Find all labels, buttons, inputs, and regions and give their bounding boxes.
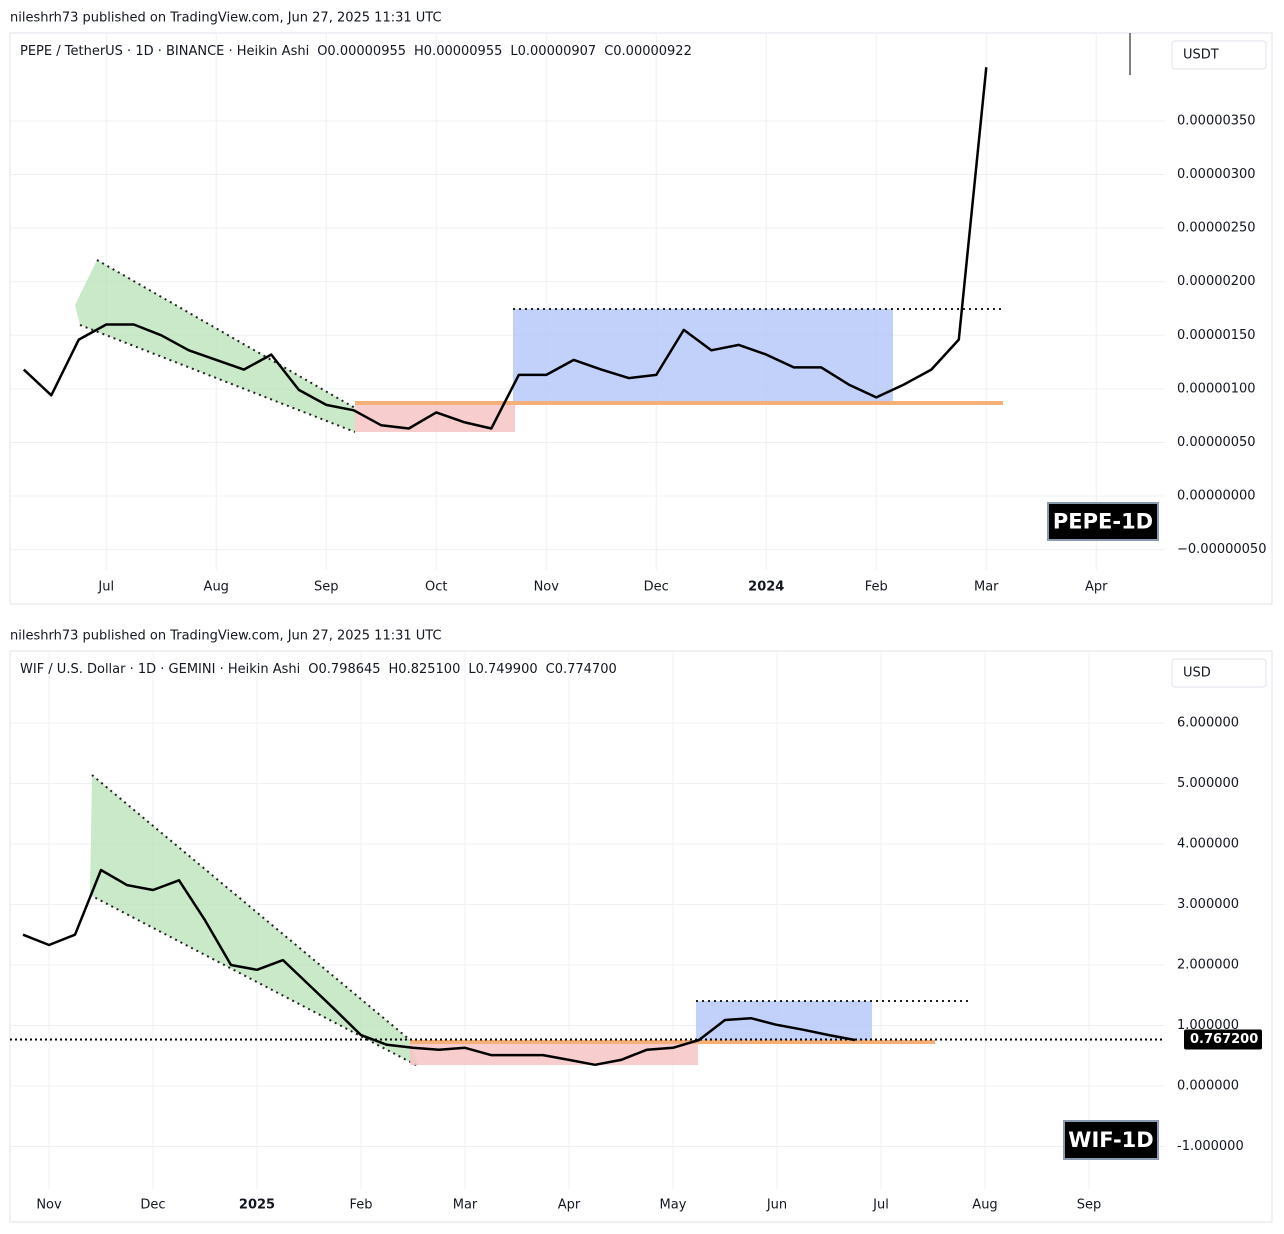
ohlc-value: C0.00000922 [604,44,692,59]
y-tick-label: 5.000000 [1177,776,1239,791]
symbol-header: WIF / U.S. Dollar · 1D · GEMINI · Heikin… [20,662,617,677]
x-tick-label: Nov [36,1198,62,1213]
y-tick-label: 0.00000100 [1177,381,1256,396]
ohlc-value: C0.774700 [546,662,617,677]
y-tick-label: 6.000000 [1177,715,1239,730]
panel-frame [9,32,1273,605]
chart-badge-label: WIF-1D [1068,1128,1153,1152]
wedge-line [96,259,356,409]
x-tick-label: 2025 [239,1198,275,1213]
falling-wedge [90,775,418,1066]
x-tick-label: 2024 [748,580,784,595]
currency: USD [1183,666,1211,681]
x-tick-label: Dec [140,1198,165,1213]
price-badge [1184,1029,1262,1050]
x-tick-label: Apr [1085,580,1108,595]
published-note: nileshrh73 published on TradingView.com,… [10,11,442,26]
currency-box [1171,40,1267,70]
y-tick-label: 4.000000 [1177,836,1239,851]
symbol-header: PEPE / TetherUS · 1D · BINANCE · Heikin … [20,44,692,59]
y-tick-label: 0.00000050 [1177,435,1256,450]
x-tick-label: May [660,1198,687,1213]
y-tick-label: 1.000000 [1177,1018,1239,1033]
chart-badge [1047,502,1159,541]
chart-badge-label: PEPE-1D [1053,510,1153,534]
x-tick-label: Jun [766,1198,787,1213]
y-tick-label: 0.00000150 [1177,328,1256,343]
currency: USDT [1183,48,1219,63]
ohlc-value: L0.749900 [468,662,537,677]
x-tick-label: Oct [425,580,447,595]
falling-wedge [75,260,355,432]
y-tick-label: −0.00000050 [1177,542,1266,557]
ohlc-value: H0.00000955 [414,44,502,59]
ohlc-value: L0.00000907 [510,44,596,59]
ohlc-value: O0.798645 [308,662,380,677]
y-tick-label: 0.00000250 [1177,221,1256,236]
wedge-line [79,324,356,433]
panel-frame [9,650,1273,1223]
y-tick-label: 2.000000 [1177,957,1239,972]
x-tick-label: Jul [97,580,114,595]
x-tick-label: Jul [872,1198,889,1213]
symbol: PEPE / TetherUS · 1D · BINANCE · Heikin … [20,44,309,59]
y-tick-label: 0.00000300 [1177,167,1256,182]
chart-badge [1063,1120,1159,1160]
y-tick-label: -1.000000 [1177,1139,1244,1154]
accumulation-zone [410,1040,698,1065]
y-tick-label: 0.000000 [1177,1078,1239,1093]
x-tick-label: Nov [534,580,560,595]
wedge-line [89,894,419,1067]
ohlc-value: O0.00000955 [317,44,406,59]
x-tick-label: Feb [865,580,888,595]
x-tick-label: Mar [453,1198,478,1213]
y-tick-label: 0.00000200 [1177,274,1256,289]
x-tick-label: Apr [558,1198,581,1213]
x-tick-label: Aug [972,1198,997,1213]
x-tick-label: Aug [204,580,229,595]
price-line-series [22,67,988,430]
y-tick-label: 0.00000000 [1177,489,1256,504]
y-tick-label: 3.000000 [1177,897,1239,912]
y-tick-label: 0.00000350 [1177,113,1256,128]
range-zone [513,309,893,403]
price-line-series [22,868,856,1067]
x-tick-label: Sep [1077,1198,1102,1213]
x-tick-label: Mar [974,580,999,595]
x-tick-label: Feb [349,1198,372,1213]
x-tick-label: Sep [314,580,339,595]
ohlc-value: H0.825100 [389,662,461,677]
price-label: 0.767200 [1190,1032,1258,1047]
currency-box [1171,658,1267,688]
symbol: WIF / U.S. Dollar · 1D · GEMINI · Heikin… [20,662,300,677]
x-tick-label: Dec [644,580,669,595]
published-note: nileshrh73 published on TradingView.com,… [10,629,442,644]
